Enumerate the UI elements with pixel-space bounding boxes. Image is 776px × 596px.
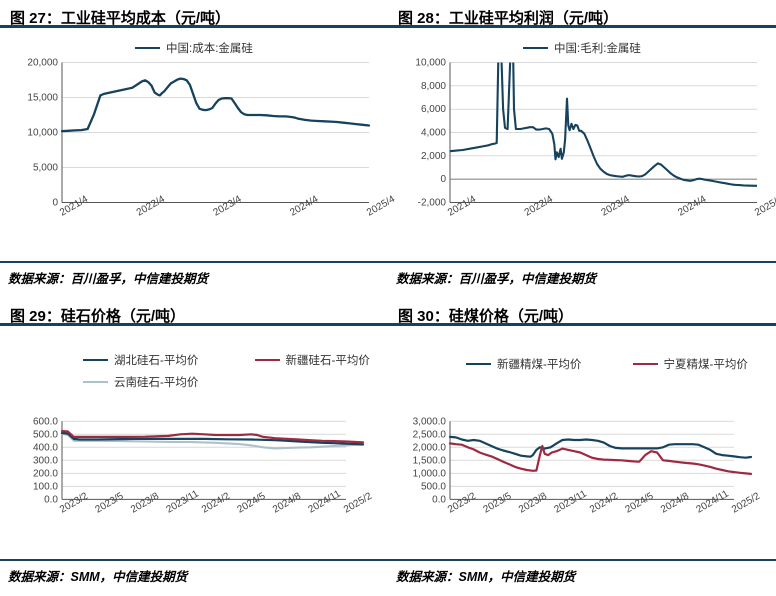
svg-text:0.0: 0.0: [432, 494, 446, 505]
svg-text:2,500.0: 2,500.0: [413, 429, 447, 440]
svg-text:2023/5: 2023/5: [94, 491, 126, 516]
svg-text:2025/2: 2025/2: [342, 491, 374, 516]
svg-text:2024/2: 2024/2: [588, 491, 620, 516]
svg-text:500.0: 500.0: [421, 481, 446, 492]
svg-text:5,000: 5,000: [33, 163, 58, 174]
svg-text:1,000.0: 1,000.0: [413, 468, 447, 479]
svg-text:3,000.0: 3,000.0: [413, 416, 447, 427]
svg-text:10,000: 10,000: [415, 58, 446, 69]
svg-text:2024/5: 2024/5: [624, 491, 656, 516]
svg-text:6,000: 6,000: [421, 104, 446, 115]
svg-text:20,000: 20,000: [27, 58, 58, 69]
svg-text:2023/8: 2023/8: [517, 491, 549, 516]
svg-text:8,000: 8,000: [421, 81, 446, 92]
svg-text:15,000: 15,000: [27, 93, 58, 104]
svg-text:2023/8: 2023/8: [129, 491, 161, 516]
svg-text:2023/2: 2023/2: [446, 491, 478, 516]
svg-text:2024/5: 2024/5: [236, 491, 268, 516]
svg-text:2021/4: 2021/4: [446, 194, 478, 219]
svg-text:2024/4: 2024/4: [288, 194, 320, 219]
svg-text:2025/4: 2025/4: [753, 194, 776, 219]
svg-text:100.0: 100.0: [33, 481, 58, 492]
svg-text:600.0: 600.0: [33, 416, 58, 427]
svg-text:0: 0: [52, 198, 58, 209]
svg-text:200.0: 200.0: [33, 468, 58, 479]
svg-text:2023/5: 2023/5: [482, 491, 514, 516]
svg-text:2023/11: 2023/11: [553, 488, 590, 515]
svg-text:2024/8: 2024/8: [271, 491, 303, 516]
svg-text:2022/4: 2022/4: [135, 194, 167, 219]
svg-text:2024/2: 2024/2: [200, 491, 232, 516]
svg-text:500.0: 500.0: [33, 429, 58, 440]
svg-text:2,000.0: 2,000.0: [413, 442, 447, 453]
svg-text:4,000: 4,000: [421, 128, 446, 139]
svg-text:2023/4: 2023/4: [600, 194, 632, 219]
svg-text:0: 0: [440, 174, 446, 185]
svg-text:2024/11: 2024/11: [695, 488, 732, 515]
svg-text:2023/4: 2023/4: [212, 194, 244, 219]
svg-text:300.0: 300.0: [33, 455, 58, 466]
svg-text:2,000: 2,000: [421, 151, 446, 162]
svg-text:2024/4: 2024/4: [676, 194, 708, 219]
svg-text:1,500.0: 1,500.0: [413, 455, 447, 466]
svg-text:2024/8: 2024/8: [659, 491, 691, 516]
svg-text:-2,000: -2,000: [418, 198, 447, 209]
svg-text:2023/2: 2023/2: [58, 491, 90, 516]
svg-text:0.0: 0.0: [44, 494, 58, 505]
svg-text:10,000: 10,000: [27, 128, 58, 139]
svg-text:2024/11: 2024/11: [307, 488, 344, 515]
svg-text:400.0: 400.0: [33, 442, 58, 453]
svg-text:2023/11: 2023/11: [165, 488, 202, 515]
svg-text:2022/4: 2022/4: [523, 194, 555, 219]
svg-text:2021/4: 2021/4: [58, 194, 90, 219]
svg-text:2025/2: 2025/2: [730, 491, 762, 516]
